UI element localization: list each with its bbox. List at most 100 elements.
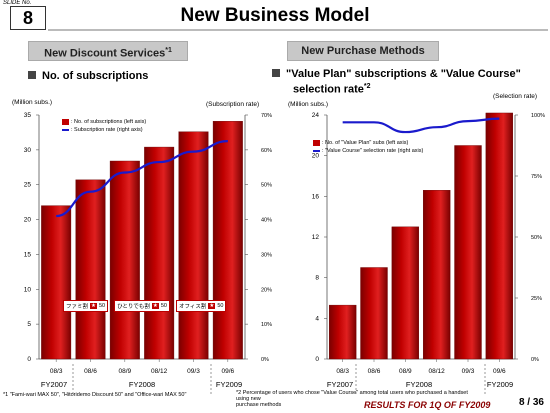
section-tab-discount-sup: *1: [165, 47, 172, 54]
section-tab-discount: New Discount Services*1: [28, 41, 188, 61]
right-y2-tick-label: 25%: [531, 296, 542, 302]
right-y2-tick-label: 0%: [531, 357, 539, 363]
badge-hitoridemo-label: ひとりでも割: [117, 304, 150, 310]
right-y-tick-label: 16: [312, 193, 320, 200]
left-fy-label: FY2008: [129, 380, 155, 389]
left-y-tick-label: 25: [24, 182, 32, 189]
right-y-tick-label: 20: [312, 153, 320, 160]
slide-number-label: SLIDE No.: [3, 0, 32, 6]
bullet-square-icon: [28, 71, 36, 79]
left-x-tick-label: 08/12: [151, 368, 168, 375]
discount-badges: ファミ割 ★ 50 ひとりでも割 ★ 50 オフィス割 ★ 50: [63, 300, 227, 312]
right-legend: : No. of "Value Plan" subs (left axis) :…: [313, 139, 423, 155]
left-y2-tick-label: 60%: [261, 148, 272, 154]
right-bar: [360, 267, 388, 360]
right-footnote: *2 Percentage of users who chose "Value …: [236, 390, 476, 408]
right-fy-label: FY2008: [406, 380, 432, 389]
left-x-tick-label: 08/3: [50, 368, 63, 375]
left-bar: [212, 121, 243, 360]
left-y-tick-label: 0: [27, 356, 31, 363]
right-y-tick-label: 8: [315, 275, 319, 282]
left-bar: [41, 205, 72, 360]
left-y-tick-label: 10: [24, 286, 32, 293]
slide-number: 8: [10, 6, 46, 30]
left-y-tick-label: 5: [27, 321, 31, 328]
left-bar: [178, 131, 209, 360]
page-number: 8 / 36: [518, 397, 544, 408]
left-y2-tick-label: 50%: [261, 183, 272, 189]
legend-line-swatch: [313, 150, 320, 152]
badge-hitoridemo-tail: 50: [160, 303, 167, 309]
left-footnote: *1 "Fami-wari MAX 50", "Hitoridemo Disco…: [3, 392, 187, 398]
left-heading-text: No. of subscriptions: [42, 70, 149, 82]
left-bar: [144, 146, 175, 360]
left-x-tick-label: 09/3: [187, 368, 200, 375]
right-heading-line1: "Value Plan" subscriptions & "Value Cour…: [286, 68, 521, 80]
left-x-tick-label: 08/9: [119, 368, 132, 375]
left-x-tick-label: 09/6: [222, 368, 235, 375]
left-legend-bar: : No. of subscriptions (left axis): [71, 119, 147, 125]
left-fy-label: FY2007: [41, 380, 67, 389]
left-y2-tick-label: 0%: [261, 357, 269, 363]
left-legend-line: : Subscription rate (right axis): [71, 127, 143, 133]
right-footnote-line1: *2 Percentage of users who chose "Value …: [236, 390, 468, 402]
left-fy-label: FY2009: [216, 380, 242, 389]
left-chart-y2-unit: (Subscription rate): [206, 101, 260, 108]
right-fy-label: FY2007: [327, 380, 353, 389]
right-bar: [328, 304, 357, 360]
left-y2-tick-label: 20%: [261, 287, 272, 293]
left-y2-tick-label: 10%: [261, 322, 272, 328]
legend-bar-swatch: [313, 140, 320, 146]
badge-hitoridemo: ひとりでも割 ★ 50: [114, 300, 170, 312]
left-y-tick-label: 15: [24, 251, 32, 258]
star-icon: ★: [151, 303, 159, 309]
right-y2-tick-label: 100%: [531, 113, 545, 119]
right-x-tick-label: 09/6: [493, 368, 506, 375]
badge-office-wari: オフィス割 ★ 50: [175, 300, 227, 312]
legend-bar-swatch: [62, 119, 69, 125]
left-rate-line: [56, 140, 228, 218]
right-legend-bar: : No. of "Value Plan" subs (left axis): [322, 140, 409, 146]
left-y2-tick-label: 30%: [261, 252, 272, 258]
left-y-tick-label: 20: [24, 217, 32, 224]
right-heading-line2: selection rate: [293, 83, 364, 96]
right-y-tick-label: 12: [312, 234, 320, 241]
badge-fami-wari: ファミ割 ★ 50: [63, 300, 109, 312]
right-chart-y-unit: (Million subs.): [288, 101, 329, 108]
page-title: New Business Model: [180, 5, 370, 26]
right-y-tick-label: 4: [315, 315, 319, 322]
right-y-tick-label: 0: [315, 356, 319, 363]
right-y2-tick-label: 50%: [531, 235, 542, 241]
right-bar: [454, 145, 482, 360]
left-y-tick-label: 35: [24, 112, 32, 119]
right-heading-sup: *2: [363, 83, 371, 90]
left-y-tick-label: 30: [24, 147, 32, 154]
badge-office-wari-tail: 50: [217, 303, 224, 309]
bullet-square-icon: [272, 69, 280, 77]
left-heading: No. of subscriptions: [28, 70, 148, 82]
right-footnote-line2: purchase methods: [236, 402, 282, 408]
left-bar: [75, 179, 106, 360]
right-x-tick-label: 09/3: [462, 368, 475, 375]
left-bar: [109, 160, 140, 360]
badge-office-wari-label: オフィス割: [178, 304, 207, 310]
right-y-tick-label: 24: [312, 112, 320, 119]
right-rate-line: [342, 117, 500, 134]
left-y2-tick-label: 70%: [261, 113, 272, 119]
section-tab-discount-label: New Discount Services: [44, 47, 166, 60]
left-chart-y-unit: (Million subs.): [12, 99, 53, 106]
right-x-tick-label: 08/12: [429, 368, 446, 375]
legend-line-swatch: [62, 129, 69, 131]
right-heading: "Value Plan" subscriptions & "Value Cour…: [272, 68, 547, 80]
footer-brand: RESULTS FOR 1Q OF FY2009: [364, 400, 491, 410]
star-icon: ★: [90, 303, 97, 309]
right-y2-tick-label: 75%: [531, 174, 542, 180]
star-icon: ★: [208, 303, 216, 309]
right-legend-line: : "Value Course" selection rate (right a…: [322, 148, 424, 154]
right-bar: [485, 112, 514, 360]
right-x-tick-label: 08/9: [399, 368, 412, 375]
title-divider: [48, 29, 548, 31]
left-legend: : No. of subscriptions (left axis) : Sub…: [62, 118, 146, 134]
